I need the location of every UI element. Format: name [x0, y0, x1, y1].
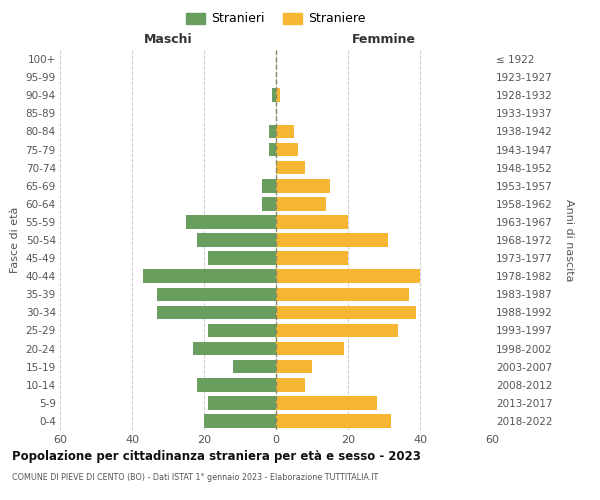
Bar [276, 414, 391, 428]
Bar [276, 288, 409, 301]
Bar [276, 396, 377, 409]
Bar [197, 378, 276, 392]
Y-axis label: Anni di nascita: Anni di nascita [564, 198, 574, 281]
Bar [276, 88, 280, 102]
Bar [269, 124, 276, 138]
Bar [276, 179, 330, 192]
Bar [208, 396, 276, 409]
Bar [276, 252, 348, 265]
Bar [276, 360, 312, 374]
Bar [143, 270, 276, 283]
Bar [276, 342, 344, 355]
Bar [193, 342, 276, 355]
Text: Femmine: Femmine [352, 34, 416, 46]
Bar [262, 179, 276, 192]
Bar [276, 306, 416, 319]
Bar [186, 215, 276, 228]
Bar [204, 414, 276, 428]
Legend: Stranieri, Straniere: Stranieri, Straniere [182, 8, 370, 29]
Bar [276, 142, 298, 156]
Text: Popolazione per cittadinanza straniera per età e sesso - 2023: Popolazione per cittadinanza straniera p… [12, 450, 421, 463]
Bar [208, 324, 276, 338]
Bar [276, 270, 420, 283]
Bar [276, 378, 305, 392]
Bar [157, 288, 276, 301]
Bar [197, 233, 276, 247]
Bar [269, 142, 276, 156]
Bar [276, 324, 398, 338]
Bar [276, 197, 326, 210]
Text: Maschi: Maschi [143, 34, 193, 46]
Bar [208, 252, 276, 265]
Bar [276, 233, 388, 247]
Bar [276, 124, 294, 138]
Bar [262, 197, 276, 210]
Bar [233, 360, 276, 374]
Bar [276, 215, 348, 228]
Text: COMUNE DI PIEVE DI CENTO (BO) - Dati ISTAT 1° gennaio 2023 - Elaborazione TUTTIT: COMUNE DI PIEVE DI CENTO (BO) - Dati IST… [12, 472, 378, 482]
Bar [276, 161, 305, 174]
Bar [157, 306, 276, 319]
Bar [272, 88, 276, 102]
Y-axis label: Fasce di età: Fasce di età [10, 207, 20, 273]
